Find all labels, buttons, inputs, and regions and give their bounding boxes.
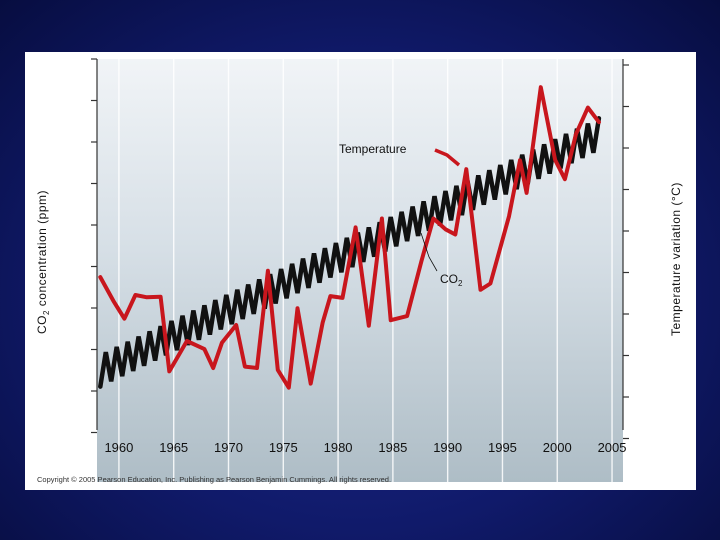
co2-annotation-label: CO2 [440,272,463,288]
left-axis-ticks [91,58,97,434]
x-tick-label-1960: 1960 [104,440,133,455]
figure-panel: Temperature CO2 1960 1965 1970 1975 1980 1985… [25,52,696,490]
x-tick-label-1980: 1980 [324,440,353,455]
co2-annotation-pointer [420,232,438,272]
right-axis-ticks [623,64,629,440]
x-tick-label-2000: 2000 [543,440,572,455]
x-tick-label-1970: 1970 [214,440,243,455]
x-tick-label-1990: 1990 [433,440,462,455]
left-axis-title: CO2 concentration (ppm) [35,190,51,334]
gridlines [118,59,613,482]
temperature-annotation-pointer [434,148,461,167]
x-tick-label-1985: 1985 [378,440,407,455]
x-tick-label-2005: 2005 [598,440,627,455]
x-axis-tick-labels: 1960 1965 1970 1975 1980 1985 1990 1995 2000 2005 [104,440,626,455]
right-axis-title: Temperature variation (°C) [669,182,683,336]
chart: Temperature CO2 1960 1965 1970 1975 1980 1985… [35,58,683,484]
copyright-notice: Copyright © 2005 Pearson Education, Inc.… [37,475,391,484]
x-tick-label-1965: 1965 [159,440,188,455]
x-tick-label-1995: 1995 [488,440,517,455]
temperature-series-line [98,85,601,390]
temperature-annotation-label: Temperature [339,142,407,156]
x-tick-label-1975: 1975 [269,440,298,455]
